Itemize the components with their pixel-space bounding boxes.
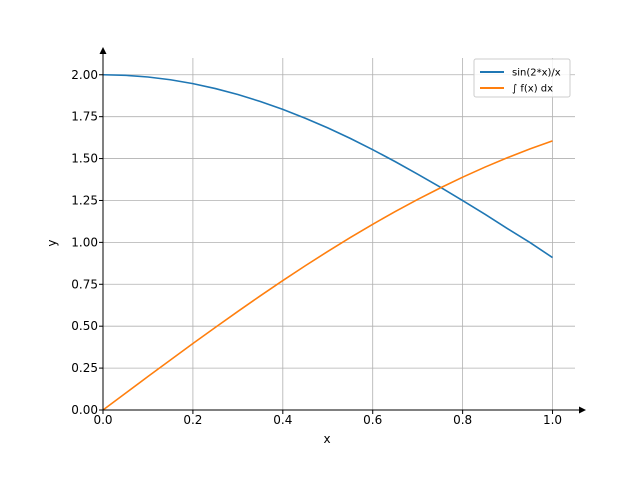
y-tick-label: 0.75: [71, 277, 98, 291]
x-tick-label: 0.6: [363, 413, 382, 427]
x-tick-label: 0.8: [453, 413, 472, 427]
x-tick-label: 0.4: [273, 413, 292, 427]
y-tick-label: 1.50: [71, 152, 98, 166]
legend-label-series-1: sin(2*x)/x: [512, 68, 561, 79]
y-axis-arrow-icon: [99, 47, 107, 54]
axes: [99, 47, 586, 414]
x-tick-label: 1.0: [543, 413, 562, 427]
x-axis-label: x: [323, 432, 330, 446]
y-tick-label: 0.00: [71, 403, 98, 417]
y-axis-label: y: [45, 239, 59, 246]
y-tick-label: 0.50: [71, 319, 98, 333]
series-line-2: [102, 140, 553, 411]
legend: sin(2*x)/x ∫ f(x) dx: [473, 58, 571, 98]
y-tick-label: 1.00: [71, 235, 98, 249]
ticks: 0.0 0.2 0.4 0.6 0.8 1.0 0.00 0.25 0.50 0.75 1.00 1.…: [71, 68, 562, 427]
y-tick-label: 2.00: [71, 68, 98, 82]
legend-label-series-2: ∫ f(x) dx: [512, 84, 553, 95]
x-axis-arrow-icon: [579, 406, 586, 414]
y-tick-label: 0.25: [71, 361, 98, 375]
y-tick-label: 1.75: [71, 110, 98, 124]
series-layer: [102, 73, 553, 411]
x-tick-label: 0.2: [183, 413, 202, 427]
y-tick-label: 1.25: [71, 193, 98, 207]
series-line-1: [102, 73, 553, 259]
grid: [102, 58, 575, 411]
x-tick-label: 0.0: [93, 413, 112, 427]
